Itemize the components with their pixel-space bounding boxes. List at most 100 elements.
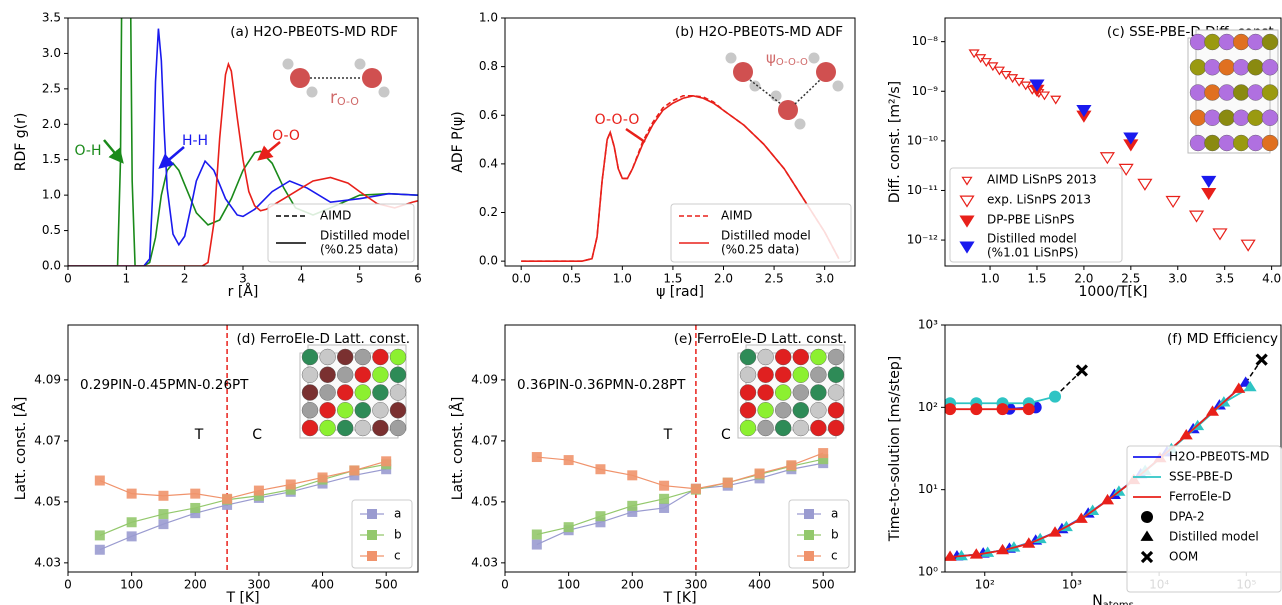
x-tick-label: 3.5 xyxy=(1215,272,1234,286)
marker xyxy=(954,549,968,561)
x-tick-label: 1.0 xyxy=(981,272,1000,286)
oxygen xyxy=(362,68,382,88)
atom xyxy=(757,384,774,401)
distance-label: rO-O xyxy=(330,88,359,108)
marker xyxy=(381,456,392,467)
marker xyxy=(1137,178,1153,191)
y-tick-label: 0.8 xyxy=(479,59,498,73)
atom xyxy=(1247,33,1264,51)
marker xyxy=(690,483,701,494)
atom xyxy=(827,366,845,383)
marker xyxy=(804,509,814,519)
marker xyxy=(158,519,169,530)
marker xyxy=(222,493,233,504)
y-tick-label: 4.05 xyxy=(471,494,498,508)
legend-label: c xyxy=(394,549,401,563)
atom xyxy=(372,384,389,401)
marker xyxy=(1188,210,1205,223)
legend-label: c xyxy=(831,549,838,563)
marker-circle xyxy=(1049,390,1062,403)
atom xyxy=(1247,109,1264,126)
marker xyxy=(1099,152,1115,165)
marker xyxy=(94,530,105,541)
plot-area xyxy=(531,448,829,550)
curve-label: O-O-O xyxy=(595,112,640,128)
marker xyxy=(804,530,814,540)
x-tick-label: 4.0 xyxy=(1262,272,1281,286)
atom xyxy=(301,419,319,437)
hydrogen xyxy=(306,86,318,98)
x-tick-label: 0.0 xyxy=(512,272,531,286)
atom xyxy=(757,402,774,419)
line xyxy=(99,460,387,500)
angle-arrows xyxy=(749,79,821,105)
atom xyxy=(810,419,827,437)
atom xyxy=(827,419,845,437)
marker-circle xyxy=(1022,403,1035,416)
y-tick-label: 4.03 xyxy=(471,555,498,569)
legend-label: AIMD xyxy=(320,209,351,223)
marker xyxy=(1243,380,1257,392)
hydrogen xyxy=(378,86,390,98)
y-axis-label: ADF P(ψ) xyxy=(450,111,466,172)
marker xyxy=(818,448,829,459)
atom xyxy=(827,402,845,419)
marker xyxy=(959,195,975,208)
hydrogen xyxy=(808,52,820,64)
y-tick-label: 10⁻¹⁰ xyxy=(907,133,938,147)
line xyxy=(99,468,387,551)
atom xyxy=(319,402,336,419)
atom xyxy=(1204,84,1221,101)
atom xyxy=(739,384,757,401)
oxygen xyxy=(290,68,310,88)
marker xyxy=(981,546,995,557)
atom xyxy=(775,419,792,437)
legend-label: exp. LiSnPS 2013 xyxy=(987,193,1091,207)
marker xyxy=(1022,537,1036,548)
atom xyxy=(319,419,336,437)
y-axis-label: RDF g(r) xyxy=(13,113,29,172)
y-tick-label: 2.0 xyxy=(42,117,61,131)
atom xyxy=(301,366,319,383)
atom xyxy=(827,384,845,401)
marker xyxy=(993,66,1006,76)
x-axis-label-sub: atoms xyxy=(1103,600,1134,605)
chart-title: (d) FerroEle-D Latt. const. xyxy=(236,331,410,347)
phase-label: C xyxy=(252,427,262,443)
y-tick-label: 1.0 xyxy=(42,188,61,202)
marker xyxy=(1140,550,1154,564)
legend-label: OOM xyxy=(1169,550,1198,564)
line xyxy=(536,458,824,536)
hydrogen xyxy=(832,80,844,92)
x-tick-label: 1.5 xyxy=(1027,272,1046,286)
x-tick-label: 2 xyxy=(181,272,189,286)
atom xyxy=(354,419,371,437)
atom xyxy=(739,366,757,383)
marker xyxy=(531,452,542,463)
legend-label: a xyxy=(394,507,401,521)
curve-label: O-H xyxy=(75,143,102,159)
x-tick-label: 4 xyxy=(298,272,306,286)
legend-label: a xyxy=(831,507,838,521)
x-tick-label: 300 xyxy=(684,578,707,592)
legend-label: FerroEle-D xyxy=(1169,490,1231,504)
x-axis-label-main: N xyxy=(1092,593,1102,605)
phase-label: C xyxy=(721,427,731,443)
marker xyxy=(1255,353,1268,366)
marker xyxy=(531,539,542,550)
plot-area xyxy=(94,456,392,555)
phase-label: T xyxy=(194,427,204,443)
atom xyxy=(810,348,827,366)
legend-label: (%0.25 data) xyxy=(721,243,799,257)
y-tick-label: 3.0 xyxy=(42,46,61,60)
atom xyxy=(372,419,389,437)
atom xyxy=(319,348,336,366)
x-axis-label: 1000/T[K] xyxy=(1078,284,1147,300)
oxygen xyxy=(816,62,836,82)
x-tick-label: 200 xyxy=(184,578,207,592)
marker xyxy=(94,475,105,486)
marker xyxy=(1101,493,1115,505)
marker-circle xyxy=(1141,511,1153,523)
y-tick-label: 10¹ xyxy=(918,482,938,496)
chart-title: (b) H2O-PBE0TS-MD ADF xyxy=(675,24,843,40)
